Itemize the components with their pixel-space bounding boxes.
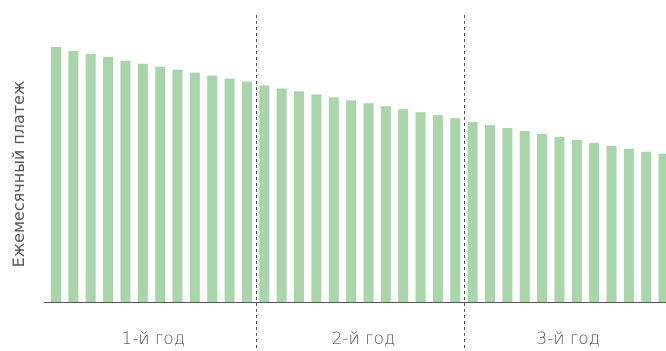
bar-month-6 [137,63,148,302]
bar-month-34 [623,148,634,302]
bar-month-27 [502,128,513,302]
bar-month-15 [294,91,305,303]
period-label-2: 2-й год [332,329,396,349]
period-labels: 1-й год 2-й год 3-й год [121,329,600,349]
period-label-1: 1-й год [121,329,185,349]
period-dividers [256,15,465,351]
bar-month-8 [172,69,183,303]
bar-month-21 [398,109,409,302]
bar-month-5 [120,60,131,302]
bar-month-22 [415,112,426,302]
bar-month-16 [311,94,322,302]
period-label-3: 3-й год [536,329,600,349]
bar-month-14 [276,88,287,303]
bar-month-24 [450,118,461,303]
bar-month-13 [259,85,270,302]
bar-month-19 [363,103,374,302]
bar-month-33 [606,145,617,302]
bar-month-7 [155,66,166,302]
bar-month-12 [241,81,252,302]
bar-month-10 [207,75,218,302]
bar-month-28 [519,131,530,302]
bar-month-17 [328,97,339,302]
bar-month-32 [589,142,600,302]
bar-month-11 [224,78,235,302]
bar-month-31 [571,139,582,302]
bars [51,46,666,303]
bar-month-4 [103,56,114,302]
bar-month-3 [85,53,96,303]
bar-month-36 [658,153,666,302]
bar-month-23 [432,115,443,303]
bar-month-29 [537,133,548,302]
bar-month-18 [346,100,357,302]
bar-month-20 [380,106,391,302]
bar-month-2 [68,50,79,303]
bar-month-30 [554,136,565,302]
bar-month-25 [467,122,478,302]
bar-month-35 [641,151,652,302]
bar-month-26 [485,125,495,302]
y-axis-label: Ежемесячный платеж [9,81,28,268]
bar-month-1 [51,46,61,303]
bar-month-9 [189,72,200,303]
